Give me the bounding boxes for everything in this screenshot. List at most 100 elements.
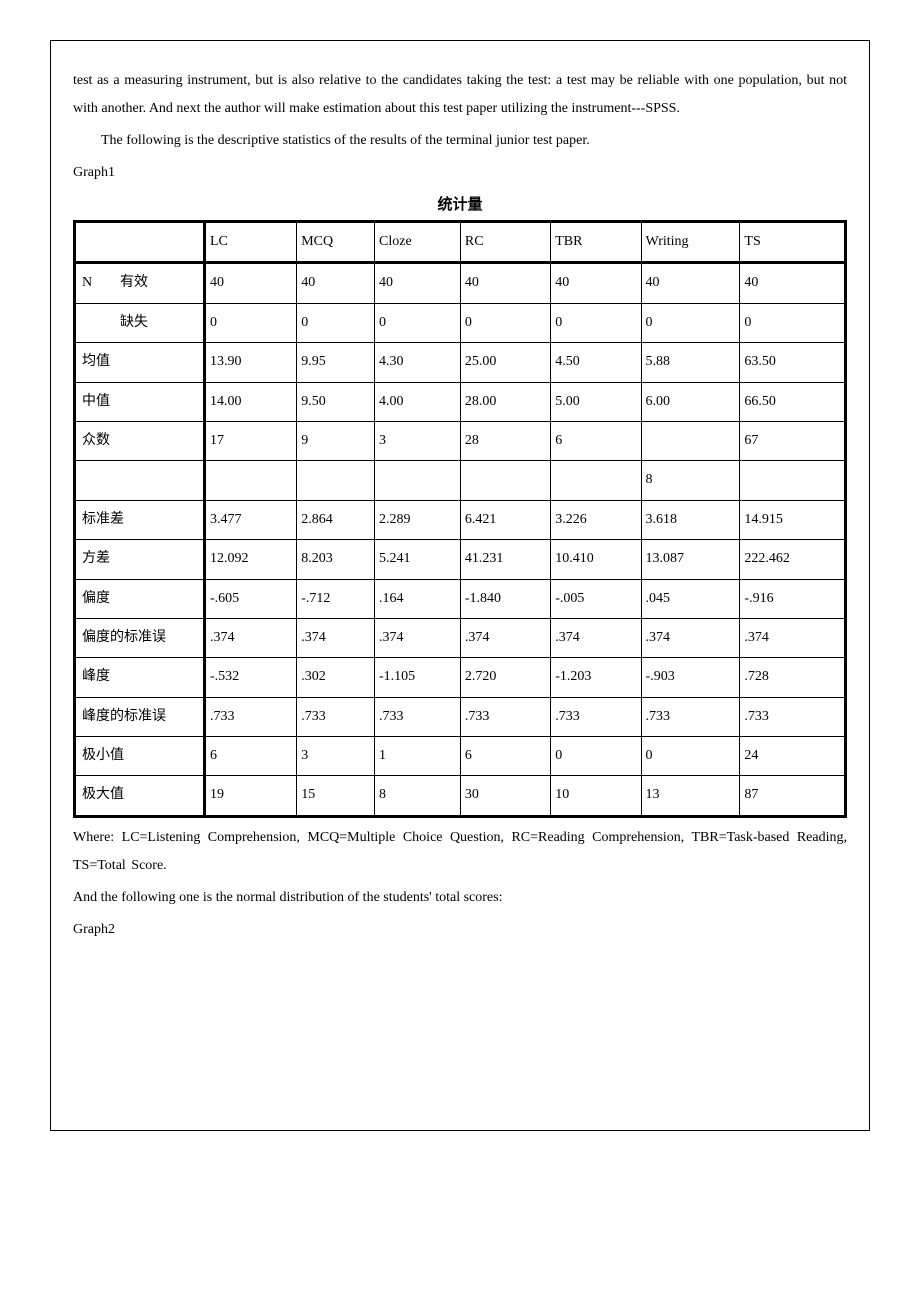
- table-cell: 40: [205, 263, 297, 303]
- page-container: test as a measuring instrument, but is a…: [50, 40, 870, 1131]
- table-cell: 6.00: [641, 382, 740, 421]
- row-label: 标准差: [75, 500, 205, 539]
- table-cell: 3.618: [641, 500, 740, 539]
- table-cell: 30: [460, 776, 550, 816]
- statistics-table: LC MCQ Cloze RC TBR Writing TS N有效404040…: [73, 220, 847, 818]
- table-cell: 15: [297, 776, 375, 816]
- table-cell: .728: [740, 658, 846, 697]
- table-cell: 13: [641, 776, 740, 816]
- table-cell: .374: [297, 618, 375, 657]
- row-label: 偏度的标准误: [75, 618, 205, 657]
- table-cell: 8: [641, 461, 740, 500]
- row-label: 峰度的标准误: [75, 697, 205, 736]
- table-cell: 3: [297, 737, 375, 776]
- table-cell: -1.203: [551, 658, 641, 697]
- row-label: N有效: [75, 263, 205, 303]
- legend-followup: And the following one is the normal dist…: [73, 884, 847, 912]
- table-cell: .374: [460, 618, 550, 657]
- table-cell: -.605: [205, 579, 297, 618]
- table-cell: 9: [297, 421, 375, 460]
- table-cell: 0: [641, 303, 740, 342]
- table-cell: 10: [551, 776, 641, 816]
- table-row: 缺失0000000: [75, 303, 846, 342]
- table-cell: 0: [460, 303, 550, 342]
- row-label-part1: N: [82, 272, 120, 294]
- table-cell: .733: [641, 697, 740, 736]
- table-cell: .733: [460, 697, 550, 736]
- table-cell: 28.00: [460, 382, 550, 421]
- table-cell: 14.00: [205, 382, 297, 421]
- table-cell: .374: [641, 618, 740, 657]
- table-cell: 4.50: [551, 343, 641, 382]
- table-row: 中值14.009.504.0028.005.006.0066.50: [75, 382, 846, 421]
- table-header: LC MCQ Cloze RC TBR Writing TS: [75, 222, 846, 263]
- table-cell: [297, 461, 375, 500]
- table-cell: 3.226: [551, 500, 641, 539]
- table-row: 众数179328667: [75, 421, 846, 460]
- row-label: 众数: [75, 421, 205, 460]
- table-cell: 5.00: [551, 382, 641, 421]
- table-cell: 5.241: [375, 540, 461, 579]
- table-body: N有效40404040404040缺失0000000均值13.909.954.3…: [75, 263, 846, 816]
- table-cell: 10.410: [551, 540, 641, 579]
- table-cell: .733: [297, 697, 375, 736]
- table-cell: -1.840: [460, 579, 550, 618]
- table-cell: -.532: [205, 658, 297, 697]
- table-cell: 40: [641, 263, 740, 303]
- table-cell: [460, 461, 550, 500]
- table-cell: 6: [551, 421, 641, 460]
- table-cell: 41.231: [460, 540, 550, 579]
- row-label: 中值: [75, 382, 205, 421]
- table-cell: 1: [375, 737, 461, 776]
- table-cell: 14.915: [740, 500, 846, 539]
- table-cell: .374: [375, 618, 461, 657]
- table-cell: 2.720: [460, 658, 550, 697]
- table-row: 极大值1915830101387: [75, 776, 846, 816]
- intro-paragraph-1: test as a measuring instrument, but is a…: [73, 67, 847, 123]
- header-blank: [75, 222, 205, 263]
- graph2-label: Graph2: [73, 916, 847, 944]
- table-cell: 8: [375, 776, 461, 816]
- table-cell: [205, 461, 297, 500]
- table-row: 方差12.0928.2035.24141.23110.41013.087222.…: [75, 540, 846, 579]
- table-cell: 2.864: [297, 500, 375, 539]
- table-cell: -.903: [641, 658, 740, 697]
- table-title: 统计量: [73, 193, 847, 214]
- table-cell: 87: [740, 776, 846, 816]
- intro-paragraph-2: The following is the descriptive statist…: [73, 127, 847, 155]
- table-cell: 17: [205, 421, 297, 460]
- table-cell: 4.30: [375, 343, 461, 382]
- table-row: 偏度-.605-.712.164-1.840-.005.045-.916: [75, 579, 846, 618]
- row-label: 缺失: [75, 303, 205, 342]
- row-label-part2: 缺失: [120, 315, 148, 330]
- col-header: Cloze: [375, 222, 461, 263]
- table-cell: 9.95: [297, 343, 375, 382]
- table-row: 偏度的标准误.374.374.374.374.374.374.374: [75, 618, 846, 657]
- table-cell: 0: [740, 303, 846, 342]
- table-cell: .164: [375, 579, 461, 618]
- table-row: N有效40404040404040: [75, 263, 846, 303]
- table-cell: 67: [740, 421, 846, 460]
- table-cell: 13.90: [205, 343, 297, 382]
- table-row: 极小值63160024: [75, 737, 846, 776]
- table-cell: 9.50: [297, 382, 375, 421]
- table-cell: 40: [297, 263, 375, 303]
- table-cell: -1.105: [375, 658, 461, 697]
- table-cell: -.712: [297, 579, 375, 618]
- table-cell: .374: [205, 618, 297, 657]
- table-cell: 0: [375, 303, 461, 342]
- table-cell: 40: [740, 263, 846, 303]
- table-cell: 2.289: [375, 500, 461, 539]
- table-row: 标准差3.4772.8642.2896.4213.2263.61814.915: [75, 500, 846, 539]
- table-cell: 0: [641, 737, 740, 776]
- table-cell: 222.462: [740, 540, 846, 579]
- table-cell: 6.421: [460, 500, 550, 539]
- table-cell: 8.203: [297, 540, 375, 579]
- row-label: [75, 461, 205, 500]
- table-cell: 12.092: [205, 540, 297, 579]
- table-cell: 3.477: [205, 500, 297, 539]
- table-row: 峰度的标准误.733.733.733.733.733.733.733: [75, 697, 846, 736]
- table-cell: 28: [460, 421, 550, 460]
- row-label: 峰度: [75, 658, 205, 697]
- table-cell: 0: [551, 303, 641, 342]
